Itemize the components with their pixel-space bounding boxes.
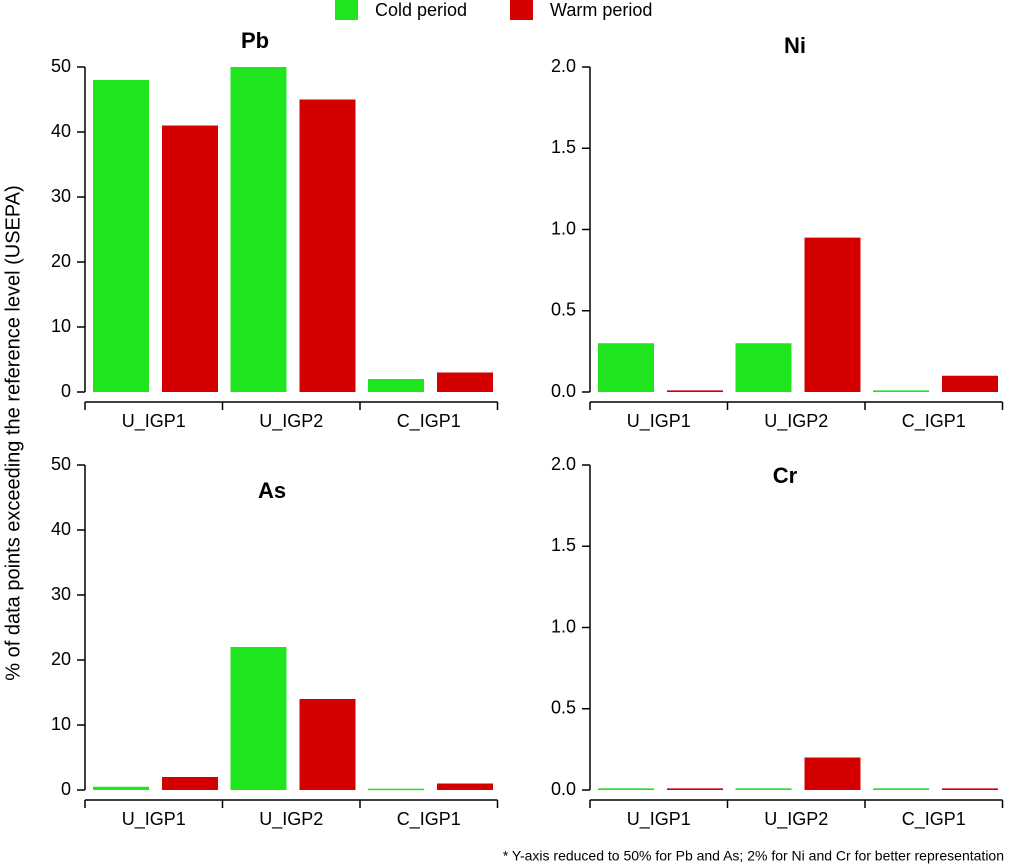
- y-tick-label: 0: [61, 779, 71, 799]
- y-tick-label: 30: [51, 584, 71, 604]
- bar: [804, 757, 861, 790]
- y-tick-label: 2.0: [551, 56, 576, 76]
- bar: [735, 788, 792, 790]
- bar: [598, 788, 654, 790]
- legend-label: Cold period: [375, 0, 467, 20]
- bar: [667, 788, 723, 790]
- bar: [230, 647, 287, 790]
- y-tick-label: 50: [51, 56, 71, 76]
- legend-swatch: [510, 0, 533, 20]
- y-tick-label: 40: [51, 519, 71, 539]
- y-tick-label: 50: [51, 454, 71, 474]
- x-tick-label: U_IGP1: [627, 809, 691, 830]
- x-tick-label: U_IGP1: [627, 411, 691, 432]
- y-tick-label: 40: [51, 121, 71, 141]
- bar: [873, 788, 929, 790]
- x-tick-label: C_IGP1: [902, 411, 966, 432]
- bar: [299, 699, 356, 790]
- bar: [437, 783, 493, 790]
- bar: [162, 125, 218, 392]
- x-tick-label: U_IGP2: [764, 411, 828, 432]
- y-tick-label: 1.5: [551, 535, 576, 555]
- bar: [299, 99, 356, 392]
- y-tick-label: 10: [51, 316, 71, 336]
- y-axis-label: % of data points exceeding the reference…: [2, 185, 24, 680]
- bar: [942, 375, 998, 392]
- x-tick-label: U_IGP2: [259, 411, 323, 432]
- bar: [368, 379, 424, 392]
- bar: [942, 788, 998, 790]
- y-tick-label: 0.5: [551, 300, 576, 320]
- y-tick-label: 0.5: [551, 698, 576, 718]
- y-tick-label: 2.0: [551, 454, 576, 474]
- legend-swatch: [335, 0, 358, 20]
- chart-title: As: [258, 478, 286, 503]
- bar: [667, 390, 723, 392]
- y-tick-label: 20: [51, 251, 71, 271]
- bar: [437, 372, 493, 392]
- bar: [93, 80, 149, 392]
- x-tick-label: C_IGP1: [397, 411, 461, 432]
- footnote: * Y-axis reduced to 50% for Pb and As; 2…: [503, 848, 1004, 864]
- y-tick-label: 1.0: [551, 616, 576, 636]
- y-tick-label: 1.5: [551, 137, 576, 157]
- y-tick-label: 0.0: [551, 381, 576, 401]
- chart-title: Pb: [241, 28, 269, 53]
- bar: [368, 788, 424, 791]
- y-tick-label: 10: [51, 714, 71, 734]
- y-tick-label: 0: [61, 381, 71, 401]
- y-tick-label: 0.0: [551, 779, 576, 799]
- y-tick-label: 1.0: [551, 218, 576, 238]
- y-tick-label: 30: [51, 186, 71, 206]
- x-tick-label: U_IGP2: [764, 809, 828, 830]
- y-tick-label: 20: [51, 649, 71, 669]
- x-tick-label: U_IGP1: [122, 411, 186, 432]
- legend-label: Warm period: [550, 0, 652, 20]
- bar: [873, 390, 929, 392]
- bar: [162, 777, 218, 790]
- bar: [735, 343, 792, 392]
- bar: [93, 786, 149, 790]
- x-tick-label: C_IGP1: [397, 809, 461, 830]
- x-tick-label: U_IGP1: [122, 809, 186, 830]
- chart-title: Cr: [773, 463, 798, 488]
- bar: [804, 237, 861, 392]
- bar: [230, 67, 287, 392]
- x-tick-label: C_IGP1: [902, 809, 966, 830]
- chart-title: Ni: [784, 33, 806, 58]
- bar: [598, 343, 654, 392]
- x-tick-label: U_IGP2: [259, 809, 323, 830]
